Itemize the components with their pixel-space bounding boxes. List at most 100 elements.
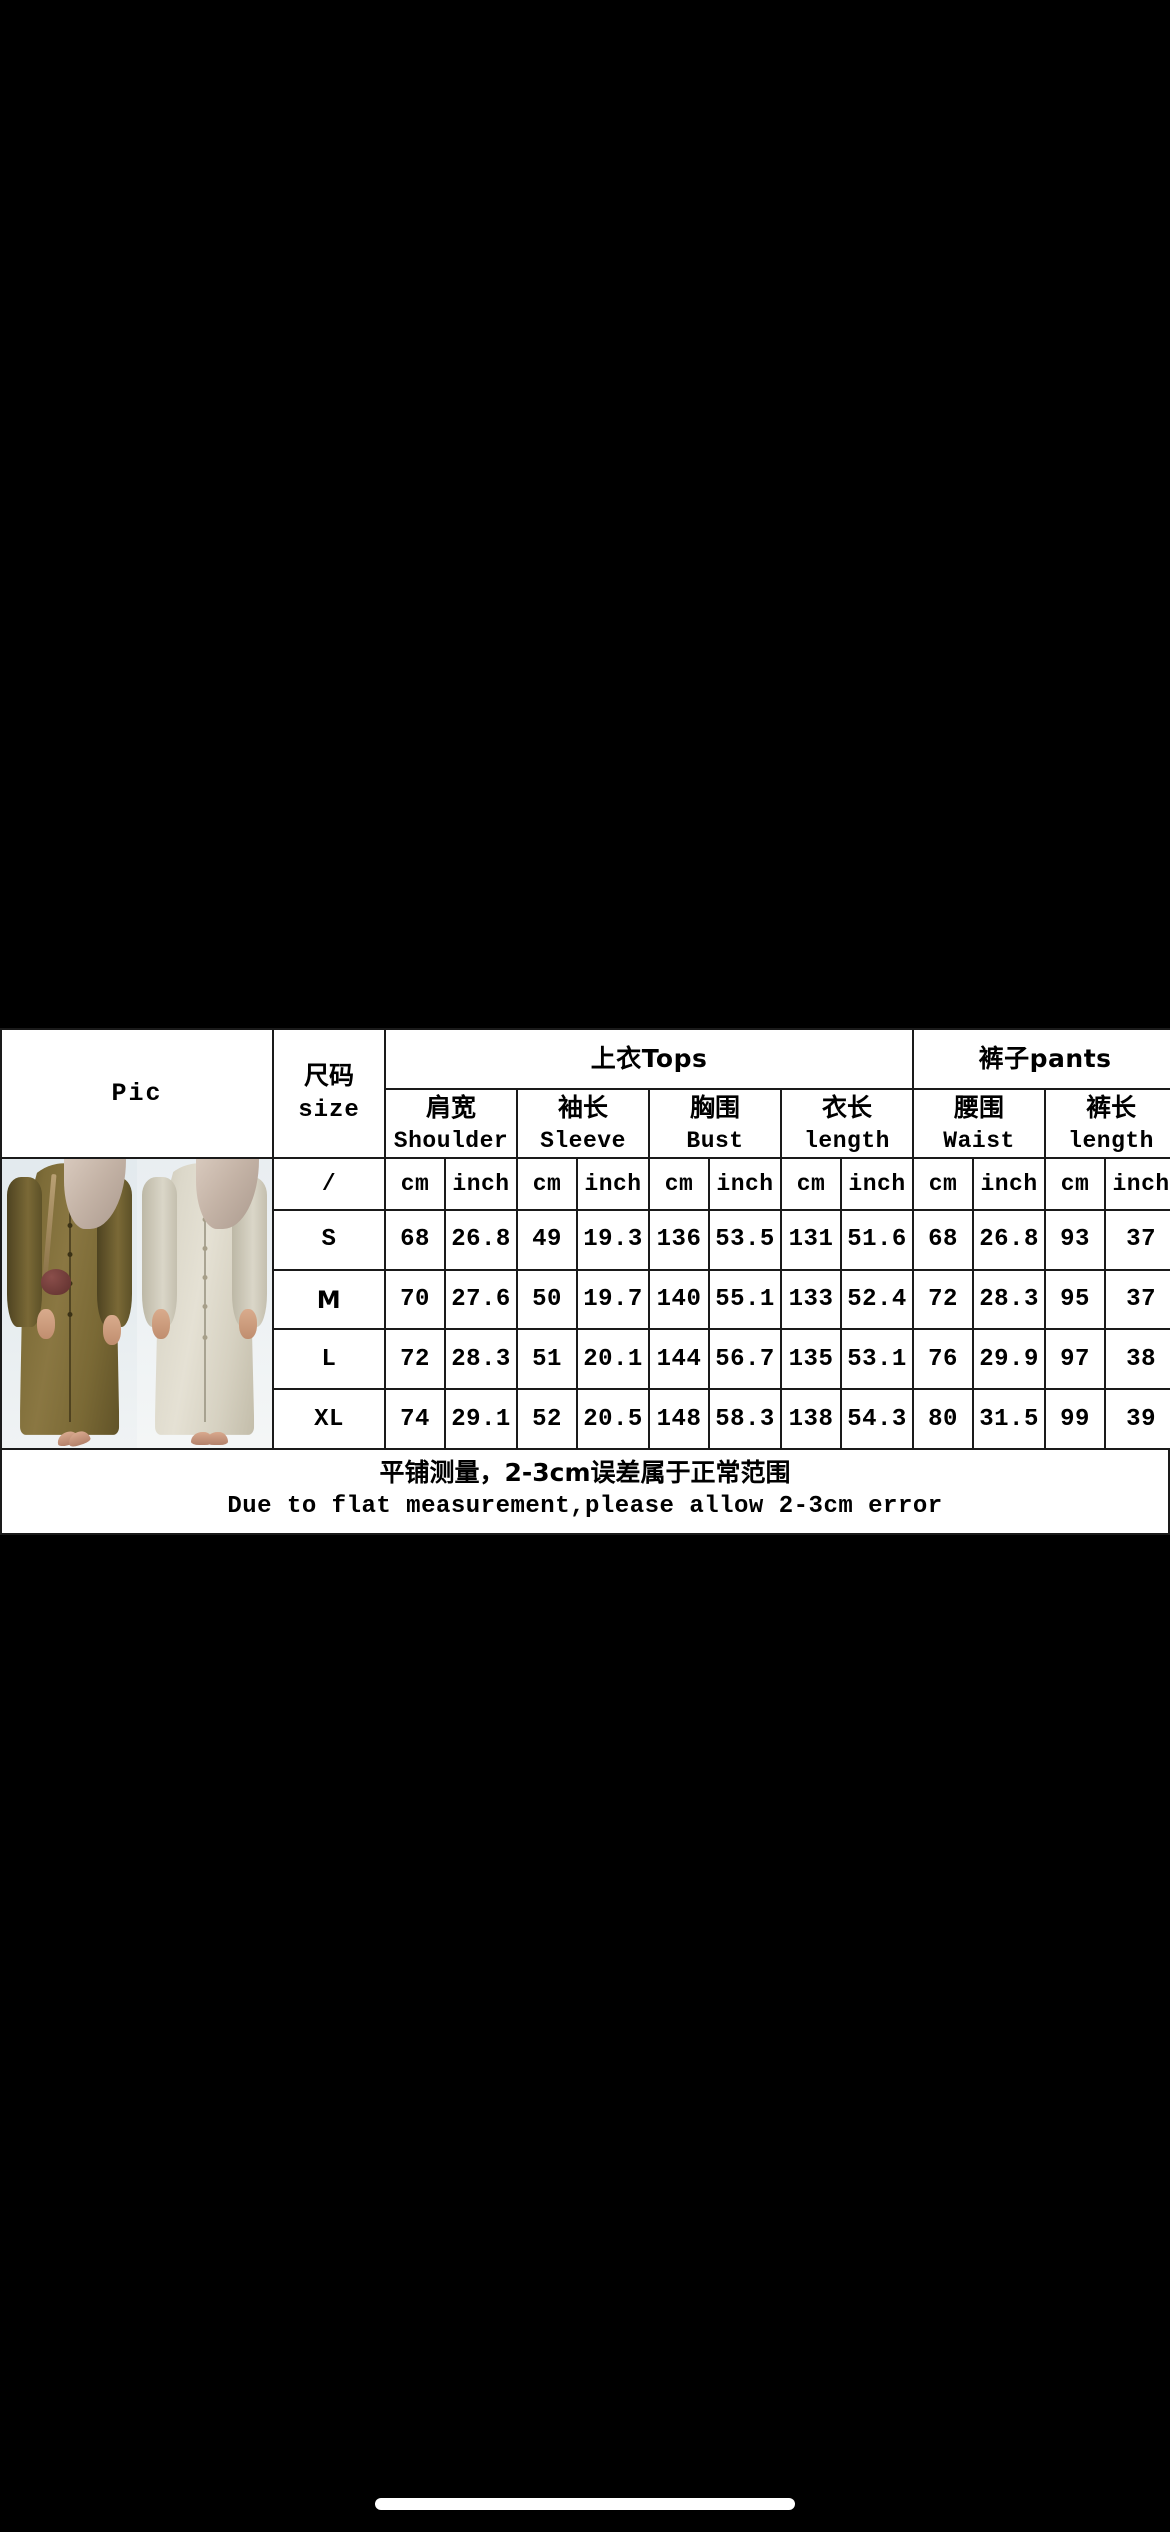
- s-shoulder-inch: 26.8: [444, 1208, 518, 1271]
- m-pantlen-cm: 95: [1044, 1268, 1107, 1331]
- header-bust: 胸围 Bust: [648, 1087, 782, 1160]
- m-bust-inch: 55.1: [708, 1268, 782, 1331]
- shoulder-bag: [41, 1269, 72, 1295]
- unit-bust-inch: inch: [708, 1157, 782, 1211]
- measurement-note: 平铺测量，2-3cm误差属于正常范围 Due to flat measureme…: [0, 1450, 1170, 1535]
- xl-bust-inch: 58.3: [708, 1388, 782, 1451]
- olive-button-4: [67, 1312, 72, 1318]
- l-pantlen-cm: 97: [1044, 1328, 1107, 1391]
- home-indicator[interactable]: [375, 2498, 795, 2510]
- olive-sleeve-left: [7, 1176, 43, 1327]
- table-row: M 70 27.6 50 19.7 140 55.1 133 52.4 72 2…: [1, 1268, 1170, 1331]
- product-photos-cell: [0, 1157, 274, 1451]
- header-pant-length-en: length: [1068, 1128, 1154, 1154]
- s-waist-cm: 68: [912, 1208, 975, 1271]
- s-waist-inch: 26.8: [972, 1208, 1047, 1271]
- header-group-tops: 上衣Tops: [383, 1028, 915, 1090]
- s-pantlen-inch: 37: [1104, 1208, 1170, 1271]
- m-sleeve-cm: 50: [516, 1268, 578, 1331]
- m-toplen-cm: 133: [780, 1268, 842, 1331]
- header-size: 尺码 size: [272, 1027, 386, 1160]
- header-sleeve-cn: 袖长: [557, 1093, 608, 1122]
- l-bust-inch: 56.7: [708, 1328, 782, 1391]
- measurement-note-en: Due to flat measurement,please allow 2-3…: [227, 1492, 943, 1520]
- product-photos: [2, 1159, 272, 1449]
- header-group-row: Pic 尺码 size 上衣Tops 裤子pants: [0, 1027, 1170, 1160]
- beige-placket: [203, 1179, 206, 1423]
- table-row: XL 74 29.1 52 20.5 148 58.3 138 54.3 80 …: [1, 1388, 1170, 1451]
- olive-button-1: [67, 1222, 72, 1228]
- beige-button-2: [202, 1245, 207, 1251]
- header-group-pants: 裤子pants: [912, 1028, 1170, 1090]
- header-top-length-cn: 衣长: [822, 1093, 873, 1122]
- s-sleeve-cm: 49: [516, 1208, 578, 1271]
- m-shoulder-cm: 70: [384, 1268, 446, 1331]
- beige-hand-left: [151, 1309, 170, 1340]
- row-size-m: M: [272, 1268, 386, 1331]
- l-sleeve-cm: 51: [516, 1328, 578, 1391]
- row-size-l: L: [272, 1328, 386, 1391]
- unit-row: / cm inch cm inch cm inch cm inch cm inc…: [0, 1157, 1170, 1451]
- l-waist-inch: 29.9: [972, 1328, 1047, 1391]
- beige-button-4: [202, 1303, 207, 1309]
- header-top-length: 衣长 length: [779, 1087, 915, 1160]
- olive-button-2: [67, 1251, 72, 1257]
- table-row: S 68 26.8 49 19.3 136 53.5 131 51.6 68 2…: [1, 1208, 1170, 1271]
- beige-button-3: [202, 1274, 207, 1280]
- unit-waist-cm: cm: [912, 1157, 975, 1211]
- m-bust-cm: 140: [648, 1268, 710, 1331]
- row-size-xl: XL: [272, 1388, 386, 1451]
- m-toplen-inch: 52.4: [839, 1268, 915, 1331]
- header-top-length-en: length: [804, 1128, 890, 1154]
- header-pant-length-cn: 裤长: [1086, 1093, 1137, 1122]
- unit-waist-inch: inch: [972, 1157, 1047, 1211]
- unit-toplen-inch: inch: [839, 1157, 915, 1211]
- l-sleeve-inch: 20.1: [576, 1328, 650, 1391]
- l-pantlen-inch: 38: [1104, 1328, 1170, 1391]
- beige-abaya-photo: [137, 1159, 272, 1449]
- s-bust-cm: 136: [648, 1208, 710, 1271]
- xl-pantlen-cm: 99: [1044, 1388, 1107, 1451]
- l-shoulder-inch: 28.3: [444, 1328, 518, 1391]
- header-shoulder-cn: 肩宽: [425, 1093, 476, 1122]
- xl-shoulder-inch: 29.1: [444, 1388, 518, 1451]
- header-waist-cn: 腰围: [954, 1093, 1005, 1122]
- xl-sleeve-inch: 20.5: [576, 1388, 650, 1451]
- beige-shoe-right: [205, 1432, 228, 1446]
- header-size-cn: 尺码: [303, 1061, 354, 1091]
- olive-abaya-photo: [2, 1159, 137, 1449]
- beige-hand-right: [239, 1309, 258, 1340]
- s-toplen-inch: 51.6: [839, 1208, 915, 1271]
- xl-waist-cm: 80: [912, 1388, 975, 1451]
- xl-toplen-cm: 138: [780, 1388, 842, 1451]
- olive-hand-right: [102, 1315, 121, 1346]
- s-toplen-cm: 131: [780, 1208, 842, 1271]
- xl-waist-inch: 31.5: [972, 1388, 1047, 1451]
- l-shoulder-cm: 72: [384, 1328, 446, 1391]
- m-shoulder-inch: 27.6: [444, 1268, 518, 1331]
- header-size-en: size: [298, 1097, 360, 1125]
- xl-toplen-inch: 54.3: [839, 1388, 915, 1451]
- header-shoulder-en: Shoulder: [393, 1128, 509, 1154]
- row-size-s: S: [272, 1208, 386, 1271]
- size-chart-table: Pic 尺码 size 上衣Tops 裤子pants 肩宽 Shoulder 袖…: [0, 1027, 1170, 1451]
- s-shoulder-cm: 68: [384, 1208, 446, 1271]
- unit-row-size-label: /: [272, 1157, 386, 1211]
- unit-shoulder-inch: inch: [444, 1157, 518, 1211]
- table-body: / cm inch cm inch cm inch cm inch cm inc…: [0, 1157, 1170, 1451]
- s-bust-inch: 53.5: [708, 1208, 782, 1271]
- header-shoulder: 肩宽 Shoulder: [384, 1087, 518, 1160]
- m-waist-inch: 28.3: [972, 1268, 1047, 1331]
- s-pantlen-cm: 93: [1044, 1208, 1107, 1271]
- xl-bust-cm: 148: [648, 1388, 710, 1451]
- m-pantlen-inch: 37: [1104, 1268, 1170, 1331]
- m-waist-cm: 72: [912, 1268, 975, 1331]
- header-sub-row: 肩宽 Shoulder 袖长 Sleeve 胸围 Bust 衣长 length …: [1, 1087, 1170, 1160]
- s-sleeve-inch: 19.3: [576, 1208, 650, 1271]
- header-pant-length: 裤长 length: [1044, 1087, 1170, 1160]
- size-chart-block: Pic 尺码 size 上衣Tops 裤子pants 肩宽 Shoulder 袖…: [0, 1027, 1170, 1535]
- unit-shoulder-cm: cm: [384, 1157, 446, 1211]
- xl-pantlen-inch: 39: [1104, 1388, 1170, 1451]
- l-bust-cm: 144: [648, 1328, 710, 1391]
- olive-hand-left: [37, 1309, 56, 1340]
